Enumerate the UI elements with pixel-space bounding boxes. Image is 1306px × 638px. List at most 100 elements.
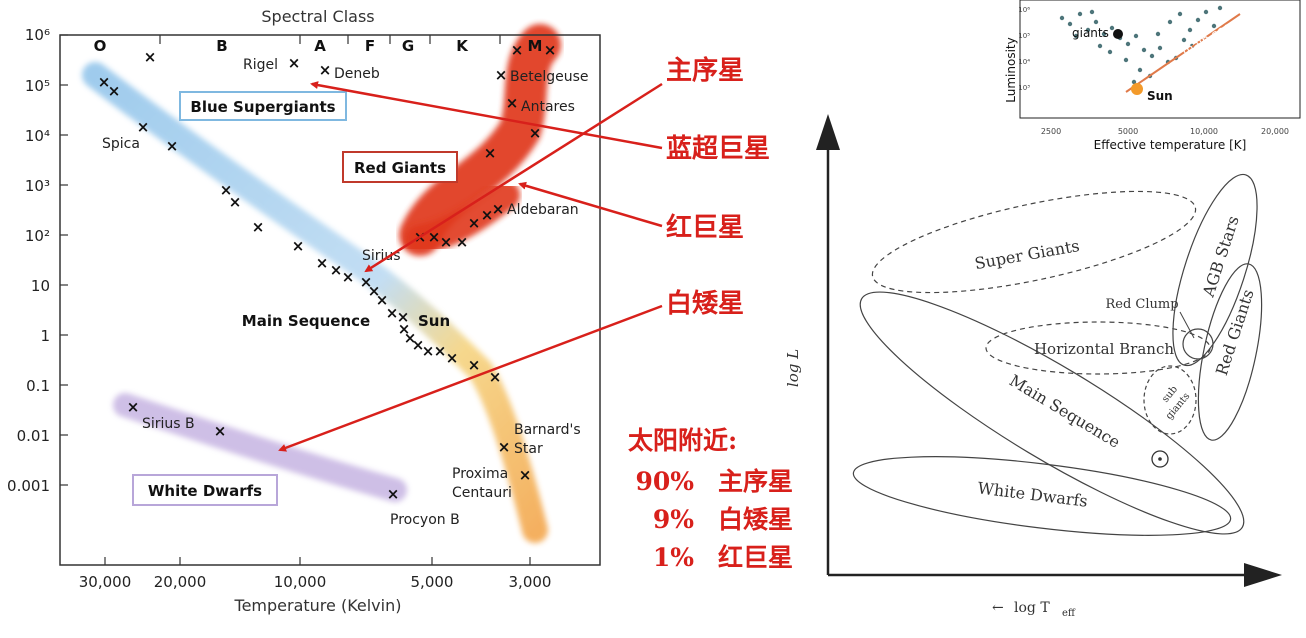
star-mark: ×	[376, 291, 389, 309]
region-label-main-sequence: Main Sequence	[242, 312, 370, 330]
inset-y-tick-1e3: 10³	[1018, 84, 1030, 92]
star-mark: ×	[519, 466, 532, 484]
star-mark: ×	[342, 268, 355, 286]
star-label-sun: Sun	[418, 312, 450, 330]
inset-trend-line	[1125, 13, 1241, 93]
inset-x-tick-labels: 2500 5000 10,000 20,000	[1041, 127, 1289, 136]
stats-pct-red-giants: 1%	[653, 543, 694, 572]
schematic-hr: log L ← log T eff Super Giants AGB Stars…	[784, 114, 1282, 619]
star-mark: ×	[98, 73, 111, 91]
top-ticks	[159, 35, 501, 44]
ellipse-white-dwarfs	[852, 456, 1232, 536]
star-label-proxima-2: Centauri	[452, 485, 512, 501]
inset-scatter: giants main sequence Sun Luminosity 10⁶ …	[1004, 0, 1301, 152]
star-label-barnards-1: Barnard's	[514, 422, 581, 438]
inset-label-sun: Sun	[1147, 89, 1173, 103]
x-tick-5000: 5,000	[411, 573, 454, 591]
star-mark: ×	[144, 48, 157, 66]
spectral-class-b: B	[216, 37, 227, 55]
star-mark: ×	[137, 118, 150, 136]
star-label-barnards-2: Star	[514, 441, 543, 457]
star-mark: ×	[397, 308, 410, 326]
star-mark: ×	[468, 214, 481, 232]
ellipse-super-giants	[871, 190, 1197, 294]
inset-y-tick-1e5: 10⁵	[1018, 32, 1030, 40]
star-mark: ×	[434, 342, 447, 360]
sun-symbol-icon	[1151, 450, 1169, 468]
y-tick-labels: 10⁶ 10⁵ 10⁴ 10³ 10² 10 1 0.1 0.01 0.001	[7, 26, 50, 495]
region-label-red-giants: Red Giants	[354, 159, 446, 177]
y-tick-1e3: 10³	[25, 177, 50, 195]
y-tick-0.001: 0.001	[7, 477, 50, 495]
spectral-class-a: A	[314, 37, 326, 55]
hr-diagram: Spectral Class Temperature (Kelvin) O B …	[7, 7, 601, 615]
red-giants-band-tail	[405, 180, 520, 255]
star-mark: ×	[506, 94, 519, 112]
schematic-label-white-dwarfs: White Dwarfs	[977, 478, 1089, 510]
star-mark: ×	[319, 61, 332, 79]
star-mark: ×	[468, 356, 481, 374]
star-mark: ×	[387, 485, 400, 503]
annotation-labels: 主序星 蓝超巨星 红巨星 白矮星	[666, 55, 770, 319]
annotation-red-giants: 红巨星	[666, 212, 744, 243]
y-ticks	[60, 34, 68, 486]
spectral-class-letters: O B A F G K M	[94, 37, 543, 55]
ellipse-agb-stars	[1172, 173, 1258, 367]
x-tick-labels: 30,000 20,000 10,000 5,000 3,000	[79, 573, 552, 591]
spectral-class-k: K	[456, 37, 469, 55]
inset-frame	[1019, 0, 1301, 119]
star-mark: ×	[220, 181, 233, 199]
star-mark: ×	[229, 193, 242, 211]
star-marks: × × × × × × × × × × × × × × × × × × × × …	[98, 41, 557, 503]
arrow-blue-supergiants	[310, 81, 663, 150]
schematic-x-label: ← log T eff	[992, 600, 1076, 619]
star-mark: ×	[498, 438, 511, 456]
annotation-arrows	[278, 81, 663, 452]
spectral-class-f: F	[365, 37, 375, 55]
stats-name-main-sequence: 主序星	[718, 467, 793, 496]
star-mark: ×	[511, 41, 524, 59]
star-mark: ×	[492, 200, 505, 218]
star-mark: ×	[108, 82, 121, 100]
schematic-label-red-clump: Red Clump	[1105, 297, 1178, 312]
y-tick-1: 1	[40, 327, 50, 345]
star-mark: ×	[127, 398, 140, 416]
schematic-x-label-sub: eff	[1062, 608, 1076, 619]
region-box-red-giants: Red Giants	[342, 151, 458, 183]
solar-neighborhood-stats: 太阳附近: 90% 主序星 9% 白矮星 1% 红巨星	[628, 426, 793, 572]
schematic-x-arrow-glyph: ←	[992, 600, 1004, 616]
x-tick-10000: 10,000	[274, 573, 327, 591]
x-tick-3000: 3,000	[509, 573, 552, 591]
star-label-aldebaran: Aldebaran	[507, 202, 579, 218]
stats-pct-main-sequence: 90%	[635, 467, 694, 496]
schematic-x-label-main: log T	[1014, 600, 1050, 616]
inset-x-tick-20000: 20,000	[1261, 127, 1289, 136]
star-mark: ×	[529, 124, 542, 142]
region-box-blue-supergiants: Blue Supergiants	[179, 91, 347, 121]
star-label-betelgeuse: Betelgeuse	[510, 69, 589, 85]
star-mark: ×	[398, 320, 411, 338]
spectral-class-g: G	[402, 37, 414, 55]
inset-giants-marker	[1113, 29, 1123, 39]
stats-name-red-giants: 红巨星	[718, 543, 793, 572]
inset-y-tick-1e4: 10⁴	[1018, 58, 1030, 66]
star-mark: ×	[481, 206, 494, 224]
schematic-label-super-giants: Super Giants	[973, 236, 1081, 273]
temperature-axis-title: Temperature (Kelvin)	[234, 596, 402, 615]
red-giants-band	[399, 24, 561, 256]
star-label-sirius-b: Sirius B	[142, 416, 195, 432]
star-mark: ×	[484, 144, 497, 162]
spectral-class-m: M	[528, 37, 543, 55]
white-dwarf-band	[113, 393, 407, 502]
schematic-label-main-sequence: Main Sequence	[1006, 371, 1123, 452]
spectral-class-title: Spectral Class	[261, 7, 374, 26]
star-mark: ×	[489, 368, 502, 386]
region-label-blue-supergiants: Blue Supergiants	[190, 98, 335, 116]
annotation-white-dwarfs: 白矮星	[666, 288, 744, 319]
star-mark: ×	[495, 66, 508, 84]
y-tick-1e6: 10⁶	[25, 26, 50, 44]
ellipse-red-giants	[1197, 263, 1263, 441]
star-mark: ×	[368, 282, 381, 300]
stats-name-white-dwarfs: 白矮星	[718, 505, 793, 534]
schematic-y-arrowhead	[816, 114, 840, 150]
